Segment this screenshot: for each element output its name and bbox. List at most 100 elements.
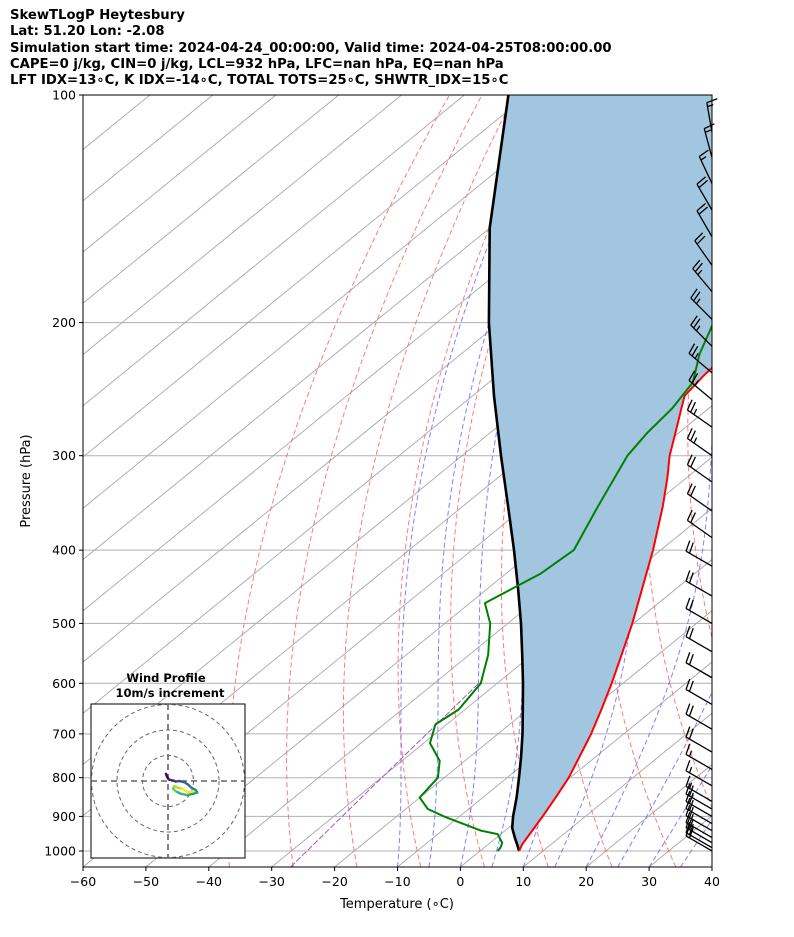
wind-barb	[694, 232, 713, 266]
wind-barb	[685, 816, 713, 844]
hodograph-inset: Wind Profile 10m/s increment	[90, 671, 246, 859]
x-tick-label: −60	[70, 874, 96, 889]
barb-shaft	[685, 713, 713, 730]
hodograph-segment	[180, 787, 190, 794]
barb-flag	[685, 743, 691, 755]
barb-flag	[688, 785, 694, 797]
x-tick-label: −30	[259, 874, 285, 889]
barb-flag	[688, 343, 696, 354]
barb-flag	[690, 315, 698, 326]
barb-flag	[694, 232, 704, 242]
x-axis-label: Temperature (∘C)	[339, 897, 454, 912]
barb-flag	[688, 705, 694, 717]
barb-flag	[685, 790, 691, 802]
mixing-ratio-lines	[290, 682, 480, 867]
barb-half-flag	[695, 298, 701, 305]
barb-flag	[685, 760, 691, 772]
isotherm	[83, 95, 402, 356]
barb-flag	[685, 783, 691, 795]
wind-barb	[685, 540, 713, 567]
x-tick-label: −20	[321, 874, 347, 889]
wind-barb	[685, 570, 713, 597]
barb-flag	[685, 775, 691, 787]
index-line: LFT IDX=13∘C, K IDX=-14∘C, TOTAL TOTS=25…	[10, 73, 509, 89]
barb-shaft	[685, 822, 713, 839]
barb-flag	[685, 703, 691, 715]
isotherm	[775, 95, 794, 867]
barb-flag	[690, 430, 696, 442]
barb-half-flag	[697, 269, 703, 276]
barb-shaft	[685, 815, 713, 832]
barb-flag	[696, 235, 706, 245]
dry-adiabat	[450, 95, 581, 867]
parcel-profile-line	[487, 95, 525, 852]
wind-barb	[685, 743, 713, 770]
wind-barb	[696, 176, 713, 211]
dry-adiabat	[343, 95, 516, 867]
location-line: Lat: 51.20 Lon: -2.08	[10, 24, 165, 40]
barb-shaft	[685, 827, 713, 844]
barb-half-flag	[688, 782, 693, 789]
dry-adiabat	[773, 95, 794, 867]
hodograph-title: Wind Profile	[126, 671, 206, 685]
barb-flag	[688, 680, 694, 692]
barb-flag	[690, 288, 698, 299]
x-tick-label: −10	[384, 874, 410, 889]
barb-flag	[685, 816, 691, 828]
barb-flag	[688, 728, 694, 740]
barb-flag	[688, 827, 694, 839]
barb-flag	[685, 726, 691, 738]
barb-flag	[703, 123, 715, 130]
wind-barb	[686, 428, 713, 457]
y-tick-label: 900	[52, 809, 76, 824]
barb-flag	[698, 149, 709, 157]
barb-flag	[690, 485, 696, 497]
barb-flag	[685, 825, 691, 837]
stability-line: CAPE=0 j/kg, CIN=0 j/kg, LCL=932 hPa, LF…	[10, 56, 504, 72]
isotherm	[271, 507, 712, 867]
time-line: Simulation start time: 2024-04-24_00:00:…	[10, 40, 612, 56]
barb-shaft	[690, 297, 713, 320]
wind-barb	[685, 625, 713, 653]
barb-flag	[685, 797, 691, 809]
isotherm	[83, 95, 591, 509]
barb-half-flag	[695, 325, 701, 332]
barb-flag	[685, 570, 691, 582]
moist-adiabat	[711, 866, 712, 867]
barb-shaft	[694, 240, 713, 266]
x-tick-label: −40	[196, 874, 222, 889]
barb-flag	[692, 259, 701, 270]
isotherm	[460, 661, 712, 867]
barb-shaft	[685, 550, 713, 567]
barb-flag	[686, 454, 693, 466]
barb-flag	[693, 291, 701, 302]
barb-shaft	[688, 379, 713, 401]
wind-barb	[685, 678, 713, 706]
barb-flag	[688, 370, 696, 381]
barb-flag	[688, 654, 694, 665]
barb-flag	[690, 456, 696, 468]
dewpoint-line	[418, 323, 712, 852]
barb-shaft	[703, 128, 713, 158]
barb-shaft	[685, 835, 713, 852]
barb-shaft	[685, 785, 713, 803]
x-tick-label: −50	[133, 874, 159, 889]
x-tick-label: 0	[456, 874, 464, 889]
barb-shaft	[687, 519, 713, 539]
barb-flag	[693, 318, 701, 329]
barb-shaft	[685, 770, 713, 787]
isotherm	[83, 95, 528, 458]
barb-shaft	[685, 800, 713, 817]
barb-shaft	[685, 580, 713, 597]
barb-shaft	[685, 662, 713, 679]
barb-half-flag	[688, 766, 693, 774]
wind-barb	[698, 149, 713, 184]
isotherm	[711, 866, 712, 867]
wind-barbs	[685, 98, 718, 852]
barb-shaft	[687, 409, 713, 428]
barb-half-flag	[694, 353, 699, 359]
isotherm	[83, 95, 465, 407]
barb-flag	[686, 399, 693, 411]
